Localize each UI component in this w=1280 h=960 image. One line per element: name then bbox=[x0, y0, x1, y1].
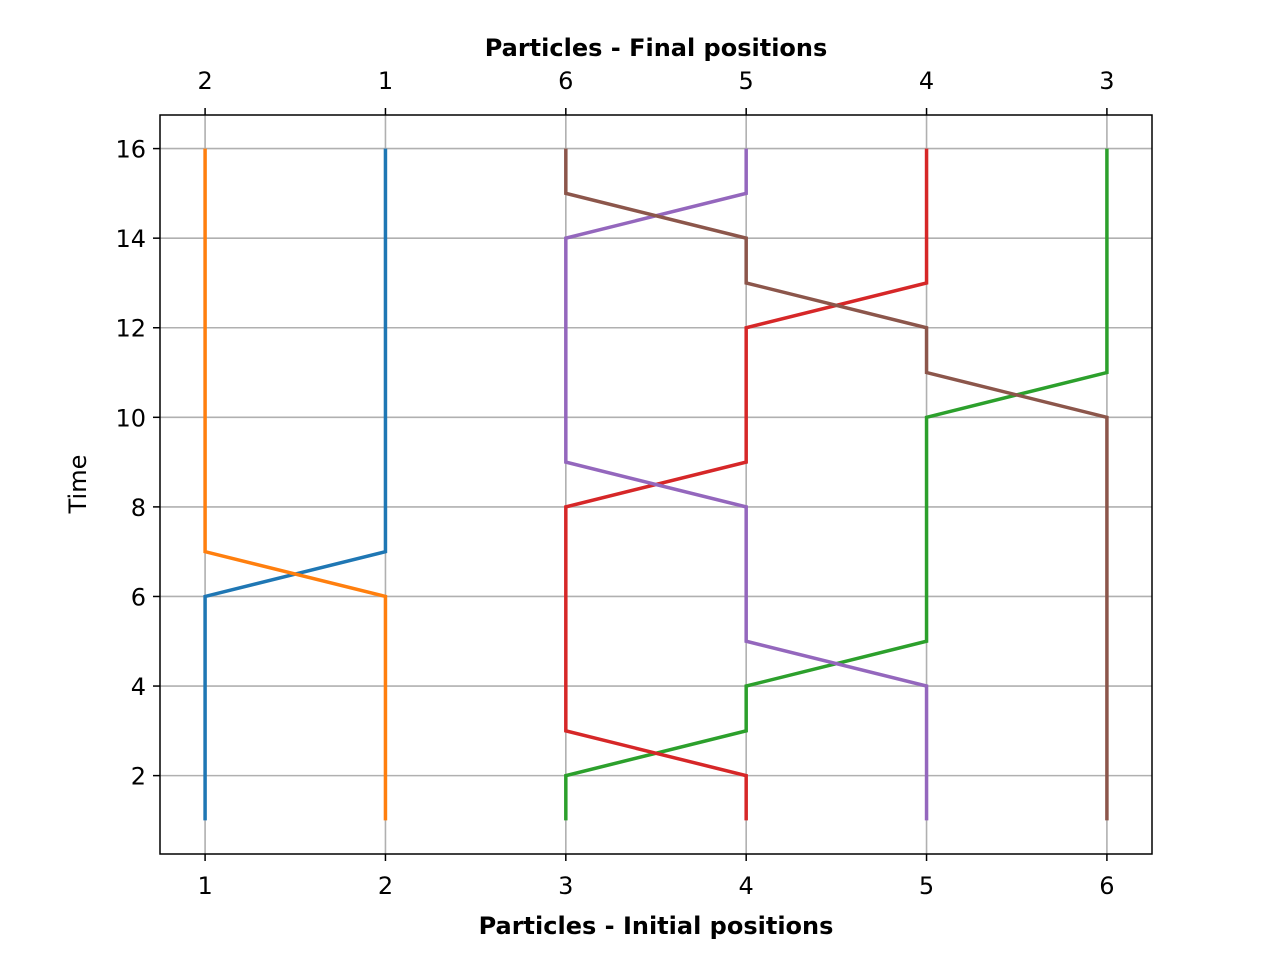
plot-frame bbox=[159, 114, 1153, 855]
x-tick-label: 2 bbox=[378, 872, 393, 900]
series-line-5 bbox=[564, 148, 929, 821]
x2-tick-label: 3 bbox=[1099, 67, 1114, 95]
x2-tick-label: 2 bbox=[197, 67, 212, 95]
y-tick-label: 6 bbox=[131, 583, 146, 611]
series-line-1 bbox=[203, 148, 388, 821]
x2-tick-label: 5 bbox=[739, 67, 754, 95]
y-tick-label: 14 bbox=[115, 225, 146, 253]
series-line-3 bbox=[564, 148, 1109, 821]
series-line-6 bbox=[564, 148, 1109, 821]
y-tick-label: 8 bbox=[131, 494, 146, 522]
x2-axis-title: Particles - Final positions bbox=[485, 34, 828, 62]
y-axis-title: Time bbox=[64, 455, 92, 515]
x-axis-title: Particles - Initial positions bbox=[479, 912, 834, 940]
x-tick-label: 6 bbox=[1099, 872, 1114, 900]
x-tick-label: 3 bbox=[558, 872, 573, 900]
y-tick-label: 16 bbox=[115, 136, 146, 164]
x2-tick-label: 6 bbox=[558, 67, 573, 95]
series-group bbox=[203, 148, 1109, 821]
x2-tick-label: 1 bbox=[378, 67, 393, 95]
y-tick-label: 12 bbox=[115, 315, 146, 343]
x-tick-label: 1 bbox=[197, 872, 212, 900]
series-line-2 bbox=[203, 148, 388, 821]
x-tick-label: 4 bbox=[739, 872, 754, 900]
y-tick-label: 10 bbox=[115, 404, 146, 432]
x-tick-label: 5 bbox=[919, 872, 934, 900]
y-tick-label: 4 bbox=[131, 673, 146, 701]
y-tick-label: 2 bbox=[131, 763, 146, 791]
x2-tick-label: 4 bbox=[919, 67, 934, 95]
